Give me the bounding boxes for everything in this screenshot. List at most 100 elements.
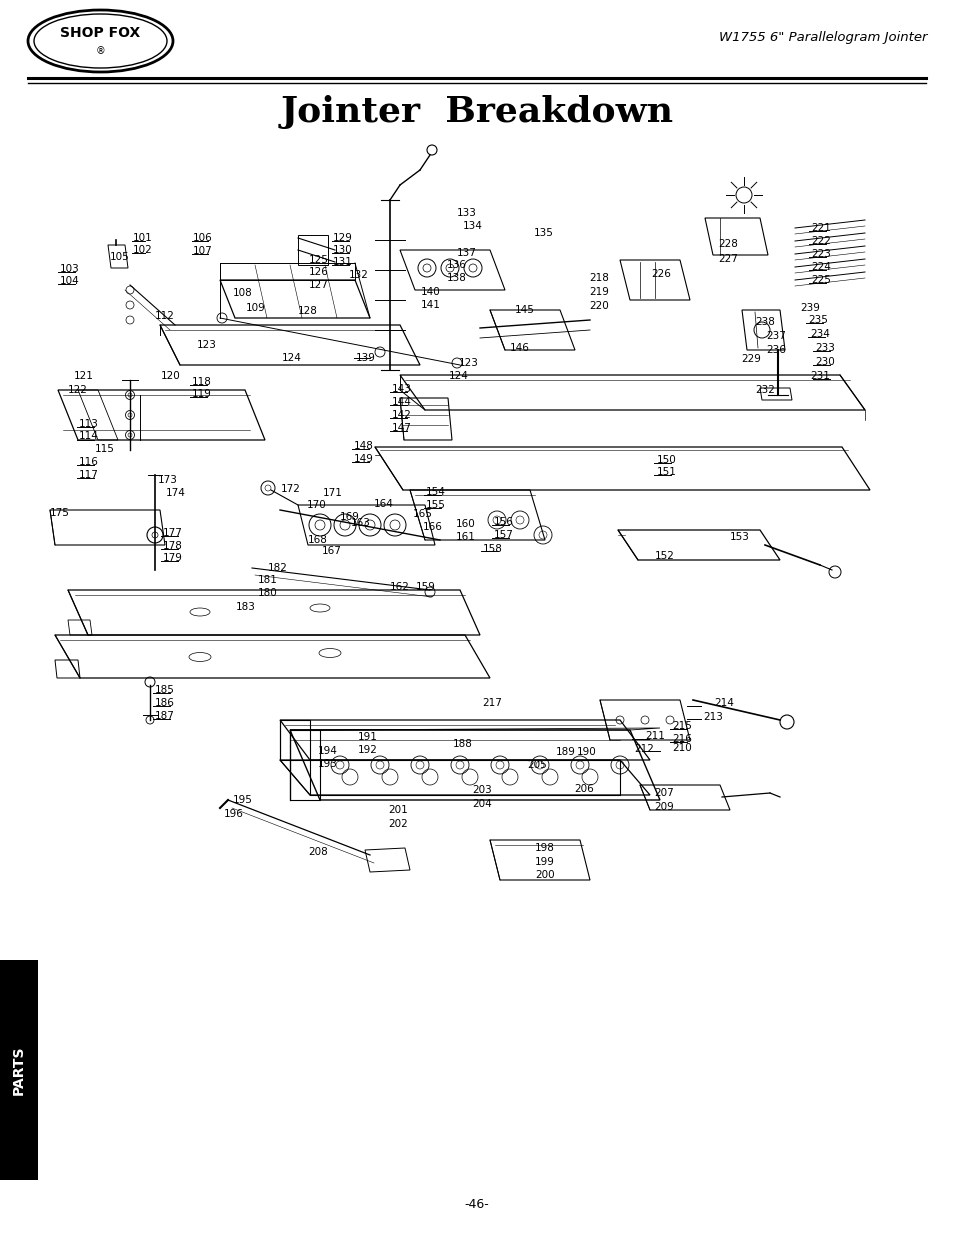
- Text: 156: 156: [494, 517, 514, 527]
- Text: 129: 129: [333, 233, 353, 243]
- Text: 177: 177: [163, 529, 183, 538]
- Text: 145: 145: [515, 305, 535, 315]
- Text: 108: 108: [233, 288, 253, 298]
- Text: 138: 138: [447, 273, 466, 283]
- Text: 160: 160: [456, 519, 476, 529]
- Text: 229: 229: [740, 354, 760, 364]
- Text: 141: 141: [420, 300, 440, 310]
- Text: 149: 149: [354, 454, 374, 464]
- Text: 198: 198: [535, 844, 555, 853]
- Text: 168: 168: [308, 535, 328, 545]
- Text: 202: 202: [388, 819, 407, 829]
- Text: 124: 124: [282, 353, 301, 363]
- Text: 128: 128: [297, 306, 317, 316]
- Text: 162: 162: [390, 582, 410, 592]
- Text: 182: 182: [268, 563, 288, 573]
- Text: 164: 164: [374, 499, 394, 509]
- Text: 150: 150: [657, 454, 676, 466]
- Text: 219: 219: [588, 287, 608, 296]
- Text: 126: 126: [309, 267, 329, 277]
- Text: 109: 109: [246, 303, 266, 312]
- Text: 178: 178: [163, 541, 183, 551]
- Text: 234: 234: [809, 329, 829, 338]
- Text: 204: 204: [472, 799, 491, 809]
- Text: 211: 211: [644, 731, 664, 741]
- Text: 137: 137: [456, 248, 476, 258]
- Text: 157: 157: [494, 530, 514, 540]
- Text: 165: 165: [413, 509, 433, 519]
- Text: 125: 125: [309, 254, 329, 266]
- Text: 143: 143: [392, 384, 412, 394]
- Text: 228: 228: [718, 240, 737, 249]
- Text: 155: 155: [426, 500, 445, 510]
- Text: 161: 161: [456, 532, 476, 542]
- Text: 238: 238: [754, 317, 774, 327]
- Text: 206: 206: [574, 784, 593, 794]
- Text: 163: 163: [351, 517, 371, 529]
- Text: 236: 236: [765, 345, 785, 354]
- Text: 212: 212: [634, 743, 653, 755]
- Text: 174: 174: [166, 488, 186, 498]
- Text: 237: 237: [765, 331, 785, 341]
- Text: 199: 199: [535, 857, 555, 867]
- Text: 131: 131: [333, 257, 353, 267]
- Text: 116: 116: [79, 457, 99, 467]
- Text: 154: 154: [426, 487, 445, 496]
- Text: 239: 239: [800, 303, 819, 312]
- Text: PARTS: PARTS: [12, 1045, 26, 1094]
- Text: 148: 148: [354, 441, 374, 451]
- Text: ®: ®: [95, 46, 105, 56]
- Text: 216: 216: [671, 734, 691, 743]
- Text: 188: 188: [453, 739, 473, 748]
- Text: 180: 180: [257, 588, 277, 598]
- FancyBboxPatch shape: [0, 960, 38, 1179]
- Text: 173: 173: [158, 475, 177, 485]
- Text: 222: 222: [810, 236, 830, 246]
- Text: Jointer  Breakdown: Jointer Breakdown: [280, 95, 673, 128]
- Text: 189: 189: [556, 747, 576, 757]
- Text: 118: 118: [192, 377, 212, 387]
- Text: 152: 152: [655, 551, 674, 561]
- Text: 233: 233: [814, 343, 834, 353]
- Text: 232: 232: [754, 385, 774, 395]
- Text: 225: 225: [810, 275, 830, 285]
- Text: 135: 135: [534, 228, 554, 238]
- Text: 215: 215: [671, 721, 691, 731]
- Text: 213: 213: [702, 713, 722, 722]
- Text: 217: 217: [481, 698, 501, 708]
- Text: 124: 124: [449, 370, 468, 382]
- Text: 205: 205: [526, 760, 546, 769]
- Text: 230: 230: [814, 357, 834, 367]
- Text: 144: 144: [392, 396, 412, 408]
- Text: 183: 183: [235, 601, 255, 613]
- Text: 203: 203: [472, 785, 491, 795]
- Text: SHOP FOX: SHOP FOX: [60, 26, 140, 40]
- Text: 103: 103: [60, 264, 80, 274]
- Text: 196: 196: [224, 809, 244, 819]
- Text: 185: 185: [154, 685, 174, 695]
- Text: 107: 107: [193, 246, 213, 256]
- Text: 142: 142: [392, 410, 412, 420]
- Text: 195: 195: [233, 795, 253, 805]
- Text: 201: 201: [388, 805, 407, 815]
- Text: 122: 122: [68, 385, 88, 395]
- Text: 226: 226: [650, 269, 670, 279]
- Text: 117: 117: [79, 471, 99, 480]
- Text: 223: 223: [810, 249, 830, 259]
- Text: 151: 151: [657, 467, 677, 477]
- Text: 186: 186: [154, 698, 174, 708]
- Text: 214: 214: [713, 698, 733, 708]
- Text: 181: 181: [257, 576, 277, 585]
- Text: 113: 113: [79, 419, 99, 429]
- Text: 169: 169: [339, 513, 359, 522]
- Text: 208: 208: [308, 847, 328, 857]
- Text: 146: 146: [510, 343, 529, 353]
- Text: 158: 158: [482, 543, 502, 555]
- Text: 175: 175: [50, 508, 70, 517]
- Text: 123: 123: [196, 340, 216, 350]
- Text: 119: 119: [192, 389, 212, 399]
- Text: 115: 115: [95, 445, 114, 454]
- Text: 136: 136: [447, 261, 466, 270]
- Text: 171: 171: [323, 488, 342, 498]
- Text: 191: 191: [357, 732, 377, 742]
